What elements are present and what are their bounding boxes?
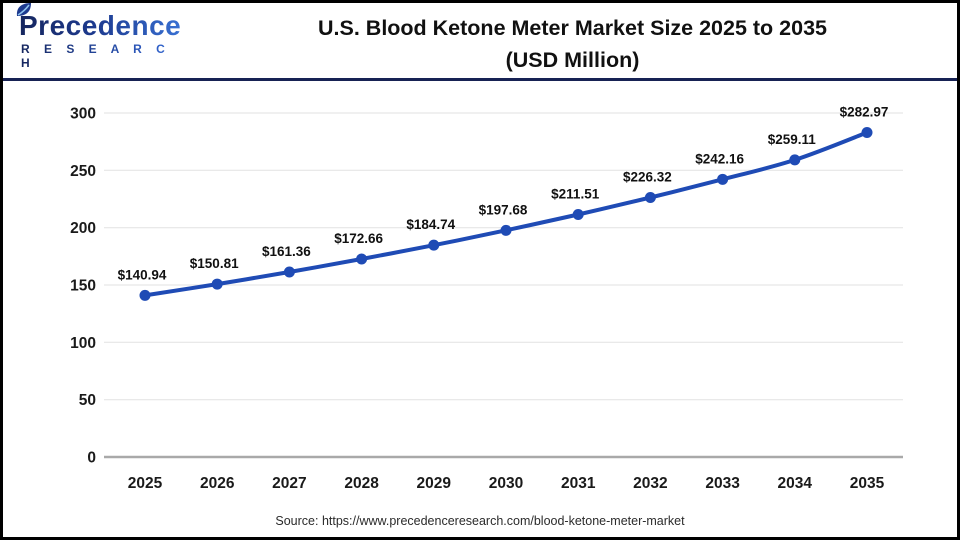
y-axis-tick-label: 300 [70,106,96,123]
source-text: Source: https://www.precedenceresearch.c… [275,514,685,528]
y-axis-tick-label: 100 [70,335,96,352]
data-point-label: $150.81 [190,256,239,271]
chart-title: U.S. Blood Ketone Meter Market Size 2025… [188,5,957,75]
data-point-label: $242.16 [695,151,744,166]
logo-brand-text: Precedence [19,10,188,40]
data-point-marker [861,127,873,139]
data-point-marker [211,278,223,290]
data-point-label: $282.97 [840,105,889,120]
x-axis-tick-label: 2032 [633,475,667,492]
data-point-label: $197.68 [479,202,528,217]
chart-area: 0 50 100 150 200 250 300 2025 2026 2027 2028 2029 20… [3,81,957,537]
y-axis-tick-label: 50 [79,392,96,409]
data-point-marker [356,253,368,265]
data-point-label: $211.51 [551,186,600,201]
x-axis-tick-label: 2031 [561,475,596,492]
data-point-label: $161.36 [262,244,311,259]
data-point-marker [644,191,656,203]
data-point-label: $259.11 [768,132,817,147]
data-point-marker [139,289,151,301]
y-axis-tick-label: 200 [70,220,96,237]
header: Precedence R E S E A R C H U.S. Blood Ke… [3,3,957,81]
data-point-marker [428,239,440,251]
data-point-marker [283,266,295,278]
data-point-label: $184.74 [406,217,455,232]
data-point-marker [789,154,801,166]
chart-title-line2: (USD Million) [505,47,640,72]
data-point-marker [500,224,512,236]
y-axis-tick-label: 150 [70,278,96,295]
x-axis-tick-label: 2029 [417,475,452,492]
market-size-line-chart: 0 50 100 150 200 250 300 2025 2026 2027 2028 2029 20… [70,105,903,492]
x-axis-tick-label: 2026 [200,475,235,492]
data-point-marker [572,208,584,220]
data-point-marker [717,173,729,185]
x-axis-tick-label: 2025 [128,475,163,492]
x-axis-tick-label: 2030 [489,475,523,492]
x-axis-tick-label: 2028 [344,475,379,492]
logo-brand-subtext: R E S E A R C H [19,42,188,70]
data-point-label: $140.94 [118,267,167,282]
x-axis-tick-label: 2035 [850,475,885,492]
chart-title-line1: U.S. Blood Ketone Meter Market Size 2025… [318,16,827,41]
x-axis-tick-label: 2034 [778,475,813,492]
data-point-label: $226.32 [623,169,672,184]
leaf-icon [16,3,31,16]
precedence-research-logo: Precedence R E S E A R C H [3,3,188,70]
y-axis-tick-label: 250 [70,163,96,180]
x-axis-tick-label: 2027 [272,475,306,492]
y-axis-tick-label: 0 [87,450,96,467]
x-axis-tick-label: 2033 [705,475,740,492]
data-point-label: $172.66 [334,231,383,246]
